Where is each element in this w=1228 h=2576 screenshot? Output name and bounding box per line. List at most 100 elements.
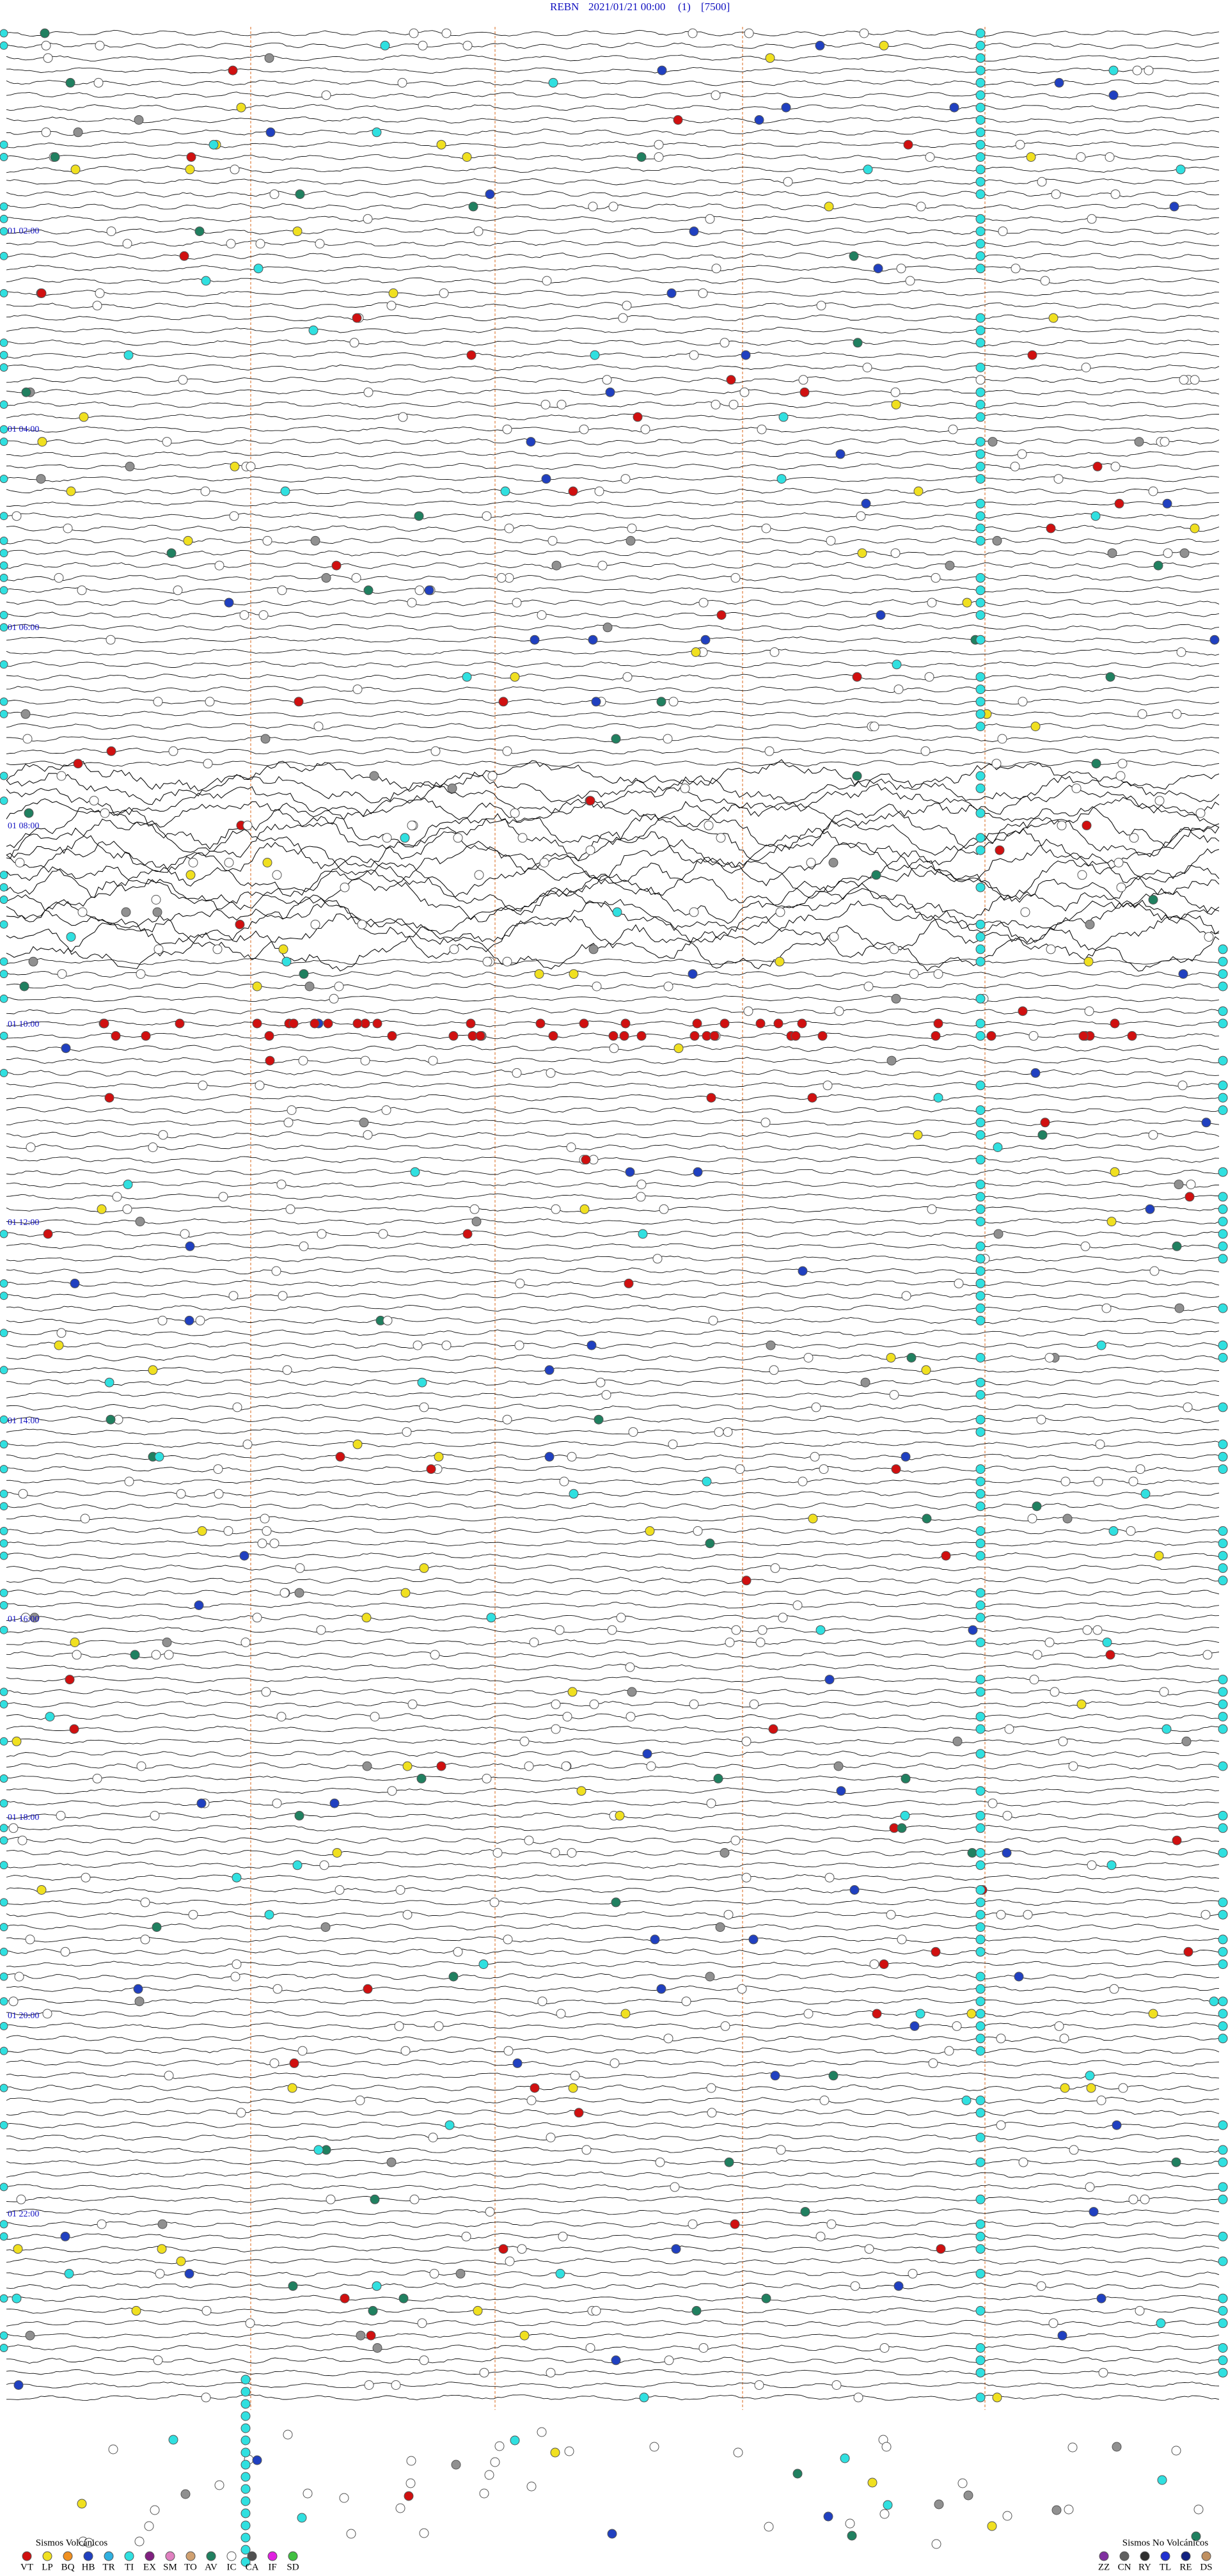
event-marker bbox=[975, 1241, 986, 1251]
event-marker bbox=[410, 1167, 420, 1177]
event-marker bbox=[0, 1972, 8, 1981]
event-marker bbox=[339, 2493, 349, 2503]
legend-swatch bbox=[1119, 2551, 1130, 2561]
event-marker bbox=[434, 2021, 444, 2031]
event-marker bbox=[566, 1142, 576, 1152]
event-marker bbox=[201, 276, 211, 286]
trace bbox=[6, 1366, 1220, 1373]
event-marker bbox=[975, 709, 986, 719]
event-marker bbox=[975, 2367, 986, 2378]
event-marker bbox=[1218, 1167, 1228, 1177]
event-marker bbox=[698, 2343, 709, 2353]
event-marker bbox=[869, 722, 879, 732]
trace bbox=[6, 1007, 1220, 1015]
event-marker bbox=[180, 1229, 190, 1239]
event-marker bbox=[402, 1427, 412, 1437]
event-marker bbox=[783, 177, 793, 187]
event-marker bbox=[13, 2380, 24, 2390]
event-marker bbox=[176, 2256, 186, 2266]
event-marker bbox=[765, 53, 775, 63]
event-marker bbox=[1114, 858, 1124, 867]
event-marker bbox=[0, 1687, 8, 1696]
event-marker bbox=[504, 523, 514, 533]
event-marker bbox=[1101, 1303, 1112, 1313]
event-marker bbox=[1218, 2021, 1228, 2031]
event-marker bbox=[975, 115, 986, 125]
event-marker bbox=[733, 2447, 743, 2458]
event-marker bbox=[975, 127, 986, 138]
legend-label: TO bbox=[184, 2562, 197, 2572]
event-marker bbox=[897, 1934, 907, 1945]
event-marker bbox=[1161, 1724, 1172, 1734]
legend-swatch bbox=[1181, 2551, 1191, 2561]
event-marker bbox=[56, 1328, 67, 1338]
event-marker bbox=[1090, 511, 1101, 521]
event-marker bbox=[95, 288, 105, 298]
event-marker bbox=[1078, 1031, 1089, 1041]
event-marker bbox=[1048, 313, 1059, 323]
event-marker bbox=[195, 1315, 205, 1325]
event-marker bbox=[449, 944, 459, 954]
event-marker bbox=[416, 1773, 427, 1783]
event-marker bbox=[975, 53, 986, 63]
trace bbox=[6, 599, 1220, 606]
event-marker bbox=[537, 1996, 547, 2007]
event-marker bbox=[108, 2444, 118, 2454]
event-marker bbox=[798, 1476, 808, 1487]
event-marker bbox=[479, 2367, 489, 2378]
event-marker bbox=[297, 2046, 308, 2056]
event-marker bbox=[1218, 1402, 1228, 1412]
event-marker bbox=[529, 1638, 539, 1647]
event-marker bbox=[555, 1625, 565, 1635]
event-marker bbox=[1126, 1526, 1136, 1536]
event-marker bbox=[588, 201, 598, 212]
trace bbox=[6, 1428, 1220, 1435]
event-marker bbox=[1057, 2330, 1067, 2341]
event-marker bbox=[439, 288, 449, 298]
event-marker bbox=[739, 387, 750, 397]
event-marker bbox=[362, 1761, 372, 1771]
event-marker bbox=[474, 870, 484, 880]
event-marker bbox=[70, 1278, 80, 1288]
event-marker bbox=[363, 1984, 373, 1994]
event-marker bbox=[1084, 1006, 1094, 1016]
event-marker bbox=[1218, 1687, 1228, 1697]
event-marker bbox=[0, 2294, 8, 2303]
event-marker bbox=[1218, 1551, 1228, 1561]
event-marker bbox=[140, 1934, 150, 1945]
event-marker bbox=[1218, 1006, 1228, 1016]
event-marker bbox=[975, 40, 986, 51]
event-marker bbox=[313, 722, 324, 732]
event-marker bbox=[1193, 2504, 1204, 2515]
event-marker bbox=[42, 2009, 52, 2019]
event-marker bbox=[240, 2508, 251, 2518]
event-marker bbox=[610, 2058, 620, 2068]
event-marker bbox=[352, 1018, 363, 1029]
event-marker bbox=[901, 1451, 911, 1462]
event-marker bbox=[1081, 363, 1091, 372]
event-marker bbox=[213, 1464, 223, 1474]
event-marker bbox=[975, 684, 986, 695]
event-marker bbox=[975, 461, 986, 471]
event-marker bbox=[1053, 474, 1064, 484]
event-marker bbox=[303, 2488, 313, 2499]
event-marker bbox=[462, 672, 472, 682]
event-marker bbox=[512, 1068, 522, 1078]
event-marker bbox=[706, 2083, 716, 2093]
event-marker bbox=[370, 2194, 380, 2204]
event-marker bbox=[561, 1761, 571, 1771]
event-marker bbox=[1218, 1897, 1228, 1908]
event-marker bbox=[304, 981, 315, 992]
event-marker bbox=[589, 1699, 599, 1709]
event-marker bbox=[657, 65, 667, 75]
event-marker bbox=[952, 2021, 962, 2031]
trace bbox=[6, 1737, 1220, 1745]
event-marker bbox=[975, 771, 986, 781]
trace bbox=[6, 129, 1220, 136]
event-marker bbox=[850, 2281, 860, 2291]
event-marker bbox=[723, 1427, 733, 1437]
event-marker bbox=[891, 400, 901, 409]
event-marker bbox=[478, 1959, 489, 1970]
event-marker bbox=[352, 684, 363, 695]
event-marker bbox=[754, 115, 764, 125]
